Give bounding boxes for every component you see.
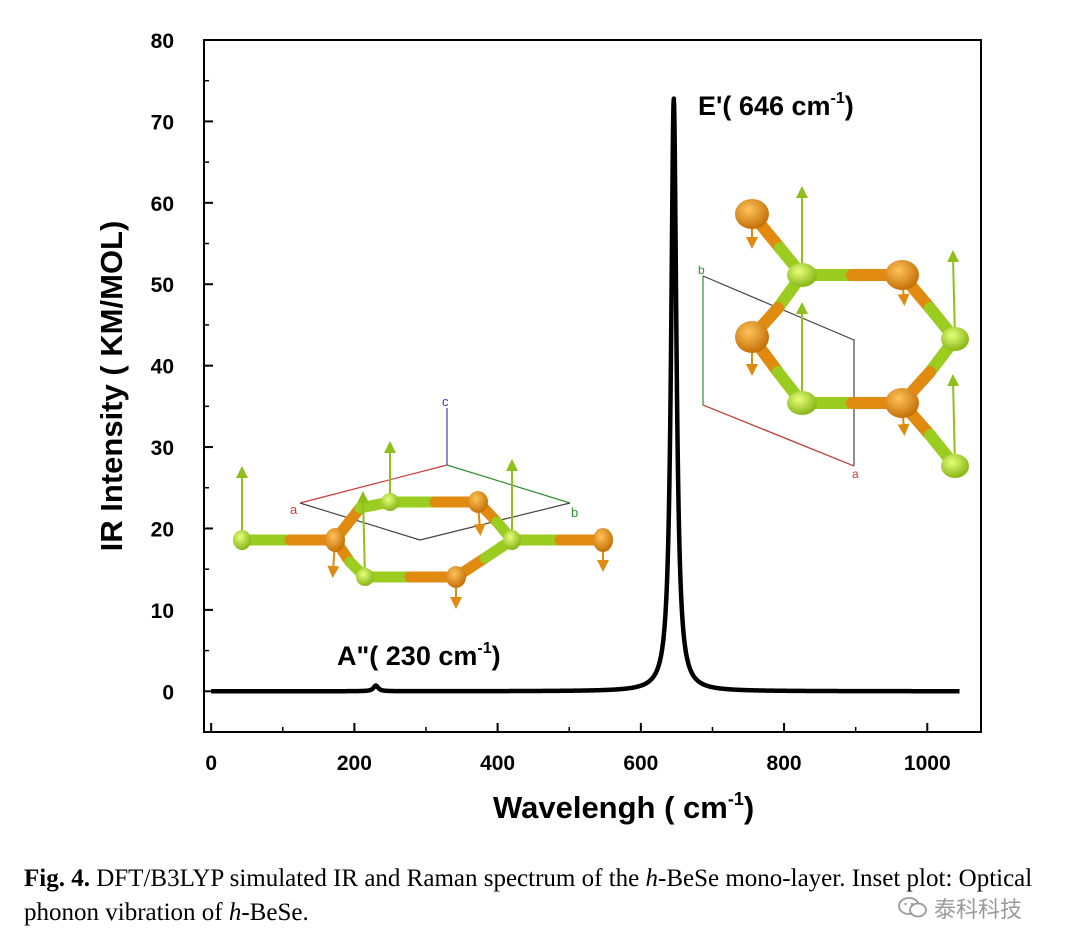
inset-right-structure: b a xyxy=(698,186,969,481)
x-tick-label: 600 xyxy=(623,752,658,775)
x-tick-label: 400 xyxy=(480,752,515,775)
caption-label: Fig. 4. xyxy=(24,865,90,892)
watermark: 泰科科技 xyxy=(898,892,1022,924)
x-tick-label: 200 xyxy=(337,752,372,775)
axis-tick-labels: 0 200 400 600 800 1000 0 10 20 30 40 50 60 70 80 xyxy=(151,30,951,775)
inset-left-structure: a b c xyxy=(233,394,613,609)
watermark-text: 泰科科技 xyxy=(934,898,1023,923)
figure-caption: Fig. 4. DFT/B3LYP simulated IR and Raman… xyxy=(24,862,1064,930)
cell-label-c: c xyxy=(442,394,449,409)
cell-label-b-right: b xyxy=(698,263,705,277)
x-tick-label: 800 xyxy=(767,752,802,775)
y-tick-label: 50 xyxy=(151,274,174,297)
caption-text-3: -BeSe. xyxy=(241,899,309,926)
wechat-icon xyxy=(898,897,927,918)
axis-ticks xyxy=(204,39,929,732)
x-tick-label: 1000 xyxy=(904,752,951,775)
x-tick-label: 0 xyxy=(205,752,217,775)
peak-label-a-double-prime: A"( 230 cm-1) xyxy=(337,640,501,671)
y-tick-label: 0 xyxy=(162,681,174,704)
caption-text-1: DFT/B3LYP simulated IR and Raman spectru… xyxy=(89,865,646,892)
x-axis-label: Wavelengh ( cm-1) xyxy=(493,789,754,825)
plot-frame xyxy=(203,39,982,733)
y-axis-label: IR Intensity ( KM/MOL) xyxy=(94,221,129,552)
y-tick-label: 70 xyxy=(151,111,174,134)
y-tick-label: 40 xyxy=(151,356,174,379)
spectrum-line xyxy=(209,96,962,694)
cell-label-b: b xyxy=(571,505,578,520)
caption-italic-2: h xyxy=(228,899,242,926)
caption-italic-1: h xyxy=(645,865,659,892)
y-tick-label: 20 xyxy=(151,518,174,541)
caption-text-2: -BeSe mono-layer. Inset plot: Optical ph… xyxy=(24,865,1033,926)
cell-label-a-right: a xyxy=(852,467,859,481)
y-tick-label: 60 xyxy=(151,193,174,216)
y-tick-label: 30 xyxy=(151,437,174,460)
y-tick-label: 10 xyxy=(151,600,174,623)
ir-spectrum-chart: 0 200 400 600 800 1000 0 10 20 30 40 50 60 70 80 a b c xyxy=(94,30,982,825)
y-tick-label: 80 xyxy=(151,30,174,53)
cell-label-a: a xyxy=(290,502,298,517)
peak-label-e-prime: E'( 646 cm-1) xyxy=(698,90,854,121)
